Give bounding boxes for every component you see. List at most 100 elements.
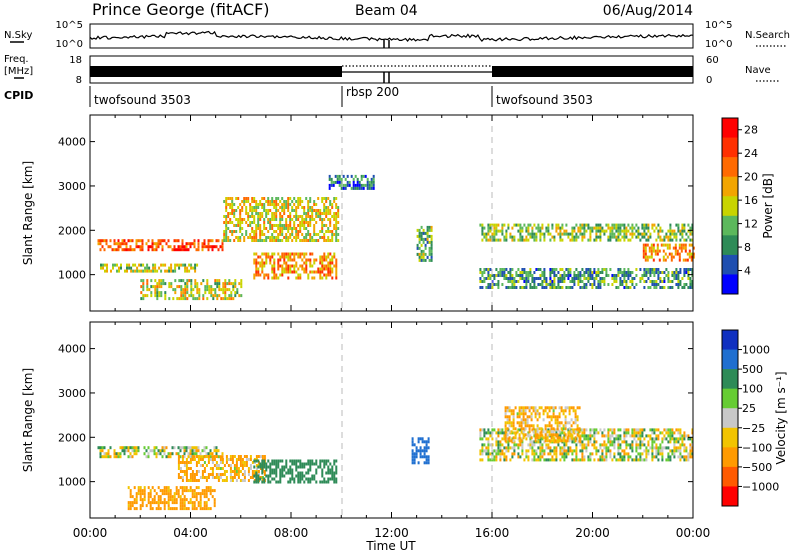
heatmap-cell-0-4	[263, 276, 266, 280]
heatmap-cell-0-4	[335, 264, 338, 268]
heatmap-cell-1-6	[576, 418, 579, 422]
heatmap-cell-1-5	[617, 437, 620, 441]
heatmap-cell-0-7	[481, 238, 484, 242]
heatmap-cell-0-1	[245, 197, 248, 200]
heatmap-cell-0-7	[495, 223, 498, 227]
heatmap-cell-0-1	[223, 233, 226, 236]
heatmap-cell-0-2	[138, 263, 141, 267]
heatmap-cell-1-2	[217, 476, 220, 479]
heatmap-cell-0-9	[676, 252, 679, 256]
heatmap-cell-1-1	[129, 504, 132, 508]
heatmap-cell-1-3	[289, 471, 292, 475]
heatmap-cell-1-6	[512, 412, 515, 416]
heatmap-cell-0-2	[180, 263, 183, 267]
heatmap-cell-0-4	[319, 276, 322, 280]
heatmap-cell-0-8	[647, 277, 650, 280]
heatmap-cell-0-1	[283, 200, 286, 203]
heatmap-cell-1-5	[673, 449, 676, 453]
heatmap-cell-1-5	[537, 440, 540, 444]
heatmap-cell-1-5	[577, 431, 580, 435]
heatmap-cell-1-5	[609, 437, 612, 441]
heatmap-cell-0-4	[329, 261, 332, 265]
heatmap-cell-0-9	[670, 258, 673, 262]
heatmap-cell-1-6	[558, 436, 561, 440]
heatmap-cell-1-5	[683, 458, 686, 462]
heatmap-cell-1-5	[563, 431, 566, 435]
heatmap-cell-0-7	[599, 238, 602, 242]
heatmap-cell-0-4	[327, 270, 330, 274]
heatmap-cell-1-6	[534, 439, 537, 443]
heatmap-cell-1-5	[593, 431, 596, 435]
heatmap-cell-1-0	[183, 452, 186, 456]
heatmap-cell-0-5	[366, 177, 369, 181]
heatmap-cell-0-8	[565, 268, 568, 271]
heatmap-cell-0-7	[637, 229, 640, 233]
heatmap-cell-0-1	[301, 200, 304, 203]
heatmap-cell-0-8	[555, 274, 558, 277]
heatmap-cell-0-4	[331, 267, 334, 271]
heatmap-cell-0-7	[571, 232, 574, 236]
heatmap-cell-0-9	[642, 252, 645, 256]
heatmap-cell-1-0	[189, 455, 192, 459]
heatmap-cell-0-3	[184, 291, 187, 295]
heatmap-cell-0-4	[321, 267, 324, 271]
heatmap-cell-1-5	[625, 446, 628, 450]
heatmap-cell-0-7	[487, 223, 490, 227]
heatmap-cell-1-1	[173, 495, 176, 499]
heatmap-cell-1-2	[189, 458, 192, 461]
heatmap-cell-0-4	[305, 258, 308, 262]
heatmap-cell-0-8	[647, 271, 650, 274]
heatmap-cell-0-1	[275, 230, 278, 233]
heatmap-cell-0-1	[269, 239, 272, 242]
heatmap-cell-0-1	[289, 233, 292, 236]
heatmap-cell-0-0	[117, 248, 120, 252]
heatmap-cell-0-8	[621, 280, 624, 283]
heatmap-cell-1-5	[667, 446, 670, 450]
heatmap-cell-1-1	[171, 501, 174, 505]
heatmap-cell-1-2	[217, 464, 220, 467]
heatmap-cell-1-1	[185, 498, 188, 502]
heatmap-cell-1-5	[673, 431, 676, 435]
heatmap-cell-0-1	[329, 230, 332, 233]
heatmap-cell-1-3	[301, 471, 304, 475]
heatmap-cell-1-0	[129, 452, 132, 456]
heatmap-cell-1-4	[411, 461, 414, 465]
heatmap-cell-0-8	[577, 271, 580, 274]
heatmap-cell-1-5	[527, 455, 530, 459]
heatmap-cell-0-0	[123, 248, 126, 252]
heatmap-cell-0-7	[533, 223, 536, 227]
heatmap-cell-0-1	[223, 236, 226, 239]
heatmap-cell-0-1	[315, 215, 318, 218]
heatmap-cell-1-5	[611, 428, 614, 432]
heatmap-cell-0-1	[225, 227, 228, 230]
heatmap-cell-0-1	[275, 218, 278, 221]
heatmap-cell-1-5	[685, 446, 688, 450]
heatmap-cell-1-5	[621, 458, 624, 462]
heatmap-cell-0-5	[352, 180, 355, 184]
heatmap-cell-0-8	[565, 274, 568, 277]
heatmap-cell-0-3	[236, 291, 239, 295]
heatmap-cell-1-5	[673, 443, 676, 447]
heatmap-cell-0-0	[181, 248, 184, 252]
heatmap-cell-1-1	[183, 504, 186, 508]
heatmap-cell-0-2	[128, 266, 131, 270]
heatmap-cell-0-8	[631, 271, 634, 274]
heatmap-cell-1-0	[205, 446, 208, 450]
heatmap-cell-1-5	[635, 431, 638, 435]
heatmap-cell-0-0	[139, 248, 142, 252]
heatmap-cell-0-1	[235, 236, 238, 239]
heatmap-cell-1-6	[518, 436, 521, 440]
heatmap-cell-1-3	[293, 477, 296, 481]
heatmap-cell-1-4	[413, 458, 416, 462]
heatmap-cell-1-1	[157, 498, 160, 502]
heatmap-cell-1-5	[623, 434, 626, 438]
heatmap-cell-0-7	[619, 238, 622, 242]
colorbar-tick-label: 8	[744, 241, 751, 254]
heatmap-cell-1-1	[151, 507, 154, 511]
heatmap-cell-1-5	[577, 458, 580, 462]
heatmap-cell-0-0	[219, 245, 222, 249]
heatmap-cell-0-7	[489, 223, 492, 227]
heatmap-cell-0-7	[689, 229, 692, 233]
heatmap-cell-1-5	[635, 440, 638, 444]
heatmap-cell-1-5	[531, 443, 534, 447]
